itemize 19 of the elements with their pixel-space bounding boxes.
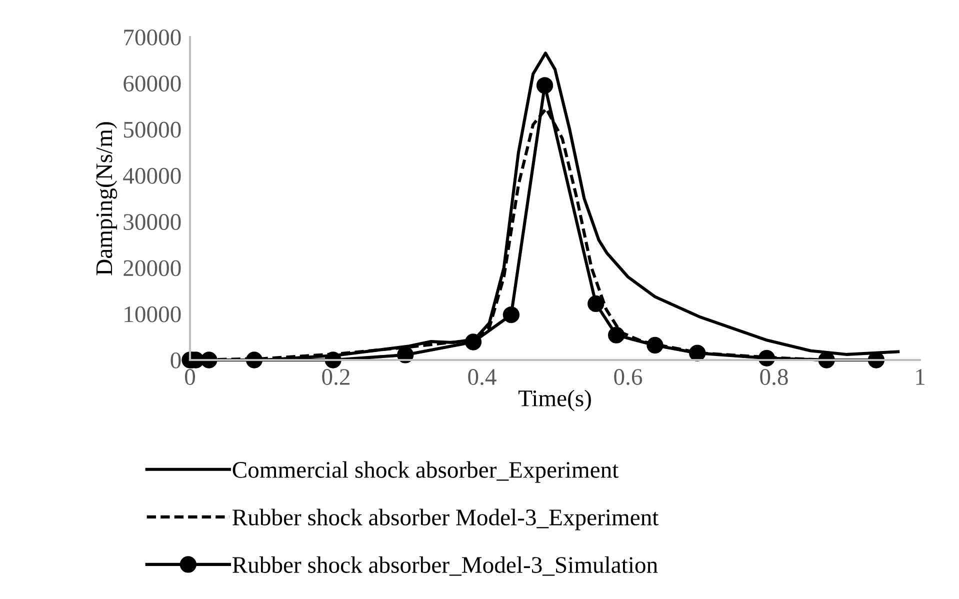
x-tick-label: 1 xyxy=(916,369,924,385)
x-tick-label: 0.2 xyxy=(322,369,350,386)
y-tick-label: 70000 xyxy=(124,29,181,46)
y-tick-label: 60000 xyxy=(124,76,181,92)
y-tick-label: 50000 xyxy=(124,122,181,138)
x-tick-label: 0.6 xyxy=(614,369,642,386)
y-axis-title: Damping(Ns/m) xyxy=(96,122,118,276)
x-tick-label: 0.8 xyxy=(760,369,788,386)
x-axis-title: Time(s) xyxy=(518,390,591,412)
y-tick-label: 20000 xyxy=(124,260,181,276)
y-tick-label: 10000 xyxy=(124,306,181,322)
legend-label: Rubber shock absorber Model-3_Experiment xyxy=(232,508,659,530)
y-tick-label: 40000 xyxy=(123,168,181,184)
x-tick-label: 0 xyxy=(184,369,196,385)
y-tick-label: 0 xyxy=(170,352,181,368)
x-tick-label: 0.4 xyxy=(468,369,496,386)
y-tick-label: 30000 xyxy=(124,214,181,230)
legend-label: Rubber shock absorber_Model-3_Simulation xyxy=(232,556,658,576)
legend-label: Commercial shock absorber_Experiment xyxy=(232,461,619,483)
